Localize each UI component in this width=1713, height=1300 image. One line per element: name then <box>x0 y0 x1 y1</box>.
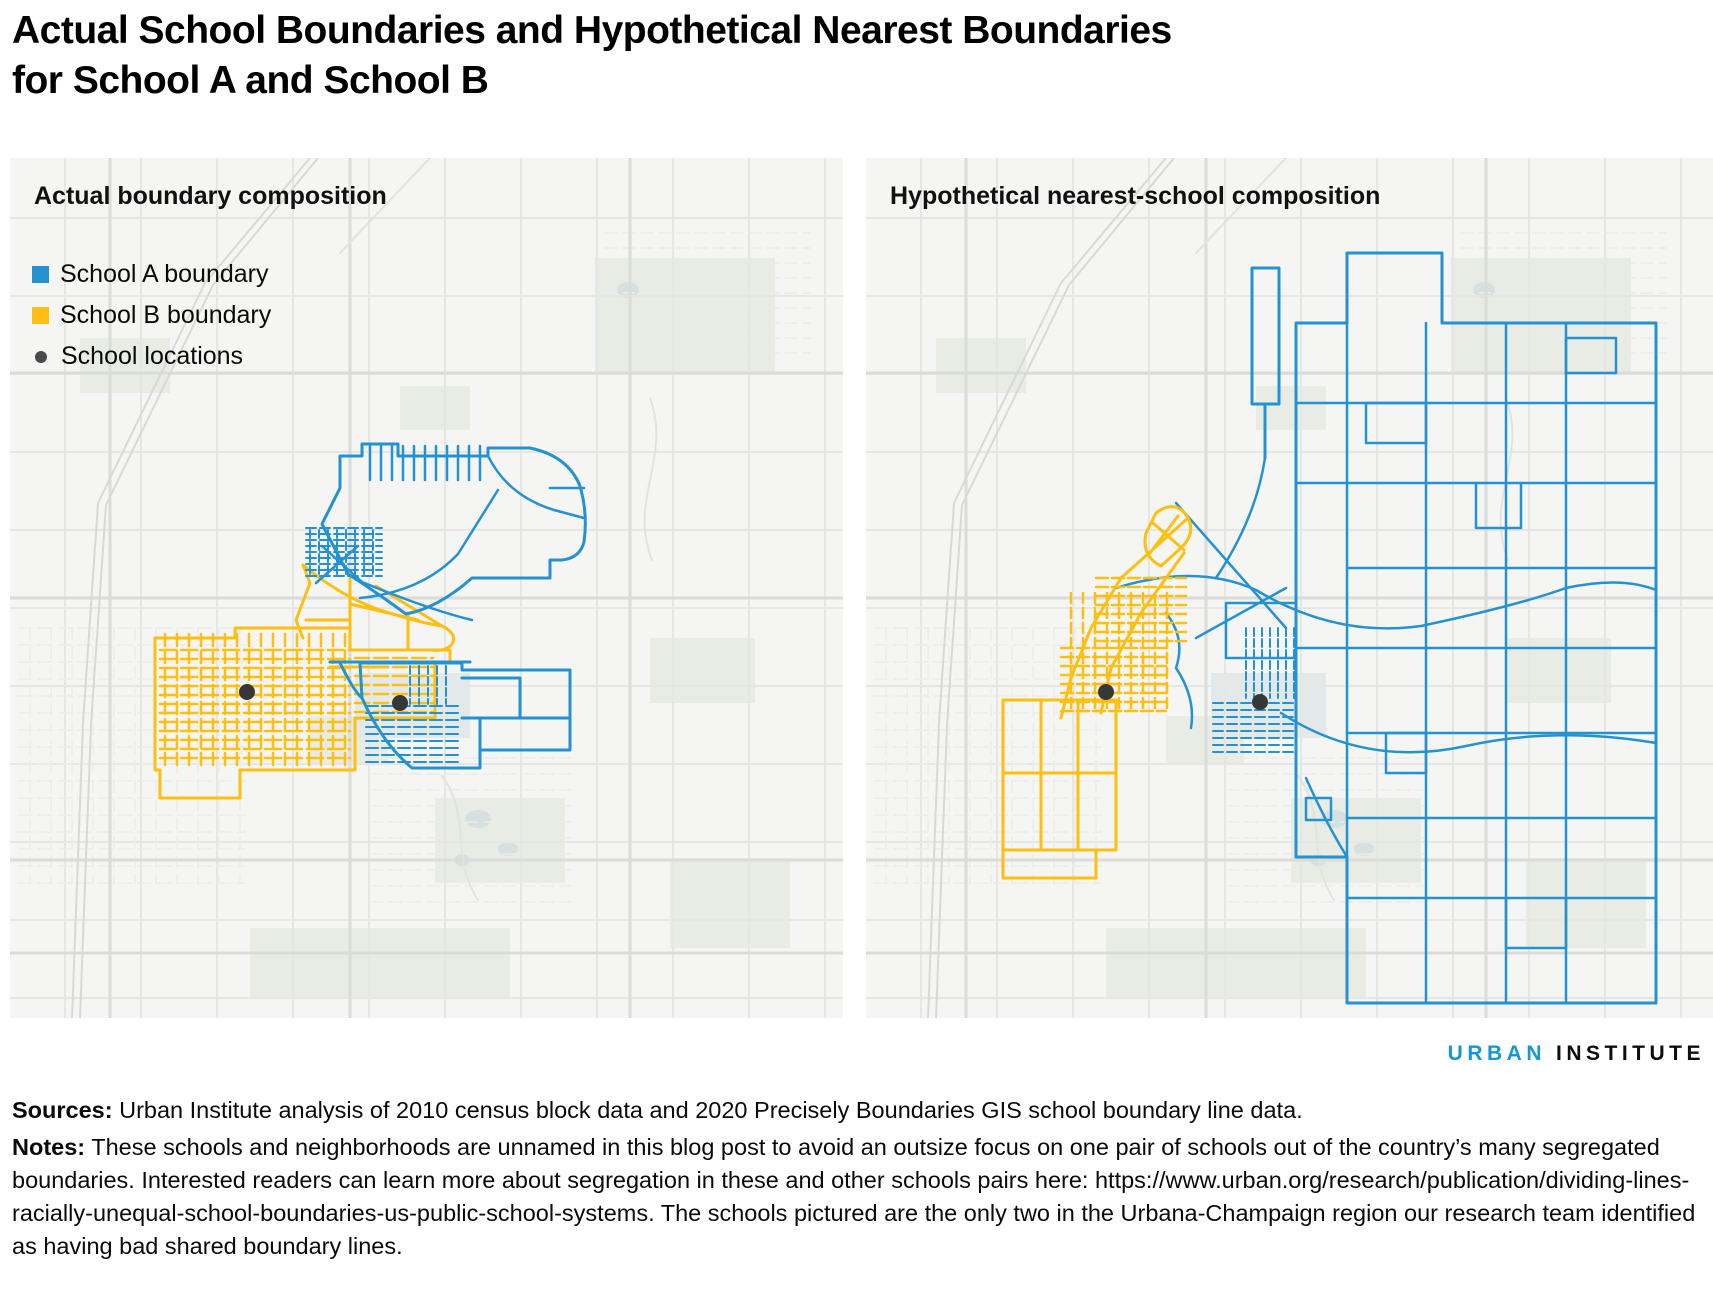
panel-actual-heading: Actual boundary composition <box>34 182 387 210</box>
logo-word-urban: URBAN <box>1447 1042 1546 1065</box>
sources-text: Sources: Urban Institute analysis of 201… <box>12 1094 1702 1126</box>
page-title-line2: for School A and School B <box>12 59 489 102</box>
sources-label: Sources: <box>12 1097 113 1123</box>
school-location-dot-icon <box>35 350 47 363</box>
panel-hypothetical: Hypothetical nearest-school composition <box>866 158 1713 1018</box>
panel-hypothetical-heading: Hypothetical nearest-school composition <box>890 182 1381 210</box>
legend-label: School B boundary <box>60 301 272 329</box>
logo-word-institute: INSTITUTE <box>1556 1042 1705 1065</box>
notes-body: These schools and neighborhoods are unna… <box>12 1134 1696 1259</box>
legend: School A boundary School B boundary Scho… <box>32 254 271 377</box>
actual-map-canvas <box>10 158 843 1018</box>
legend-label: School locations <box>61 342 244 370</box>
panel-actual: Actual boundary composition School A bou… <box>10 158 843 1018</box>
map-panels-row: Actual boundary composition School A bou… <box>10 158 1713 1018</box>
legend-label: School A boundary <box>60 260 269 288</box>
school-b-swatch-icon <box>32 307 49 324</box>
legend-item-school-a: School A boundary <box>32 254 271 295</box>
school-a-swatch-icon <box>32 266 49 283</box>
notes-text: Notes: These schools and neighborhoods a… <box>12 1131 1704 1263</box>
legend-item-school-b: School B boundary <box>32 295 271 336</box>
urban-institute-logo: URBAN INSTITUTE <box>1448 1042 1705 1066</box>
page-title: Actual School Boundaries and Hypothetica… <box>12 6 1172 106</box>
hypothetical-map-canvas <box>866 158 1713 1018</box>
legend-item-school-locations: School locations <box>32 336 271 377</box>
sources-body: Urban Institute analysis of 2010 census … <box>112 1097 1303 1123</box>
notes-label: Notes: <box>12 1134 86 1160</box>
page-title-line1: Actual School Boundaries and Hypothetica… <box>12 9 1172 52</box>
